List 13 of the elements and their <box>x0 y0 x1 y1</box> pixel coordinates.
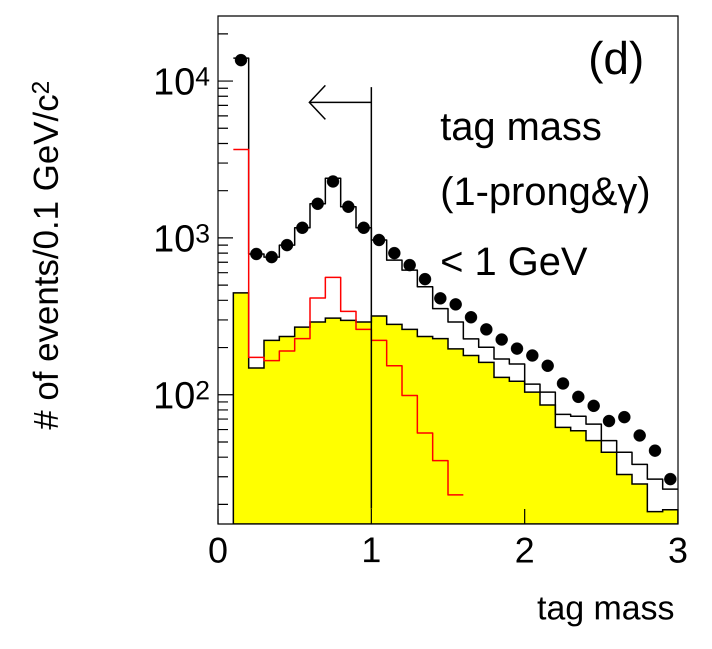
x-tick-label: 1 <box>364 538 380 562</box>
x-tick-label: 3 <box>669 538 686 563</box>
y-tick-label: 10$^{4}$ <box>156 67 210 95</box>
y-tick-label: 10$^{2}$ <box>156 380 209 409</box>
x-axis-title: tag mass <box>538 597 674 626</box>
annotation: (1-prong&γ) <box>442 176 648 214</box>
x-tick-label: 0 <box>209 538 227 563</box>
annotation: < 1 GeV <box>442 247 588 276</box>
y-axis-title: # of events/0.1 GeV/c$^{2}$ <box>32 82 58 430</box>
annotation: tag mass <box>440 114 600 148</box>
y-tick-label: 10$^{3}$ <box>156 224 209 252</box>
x-tick-label: 2 <box>516 538 533 563</box>
annotation: (d) <box>591 40 642 84</box>
